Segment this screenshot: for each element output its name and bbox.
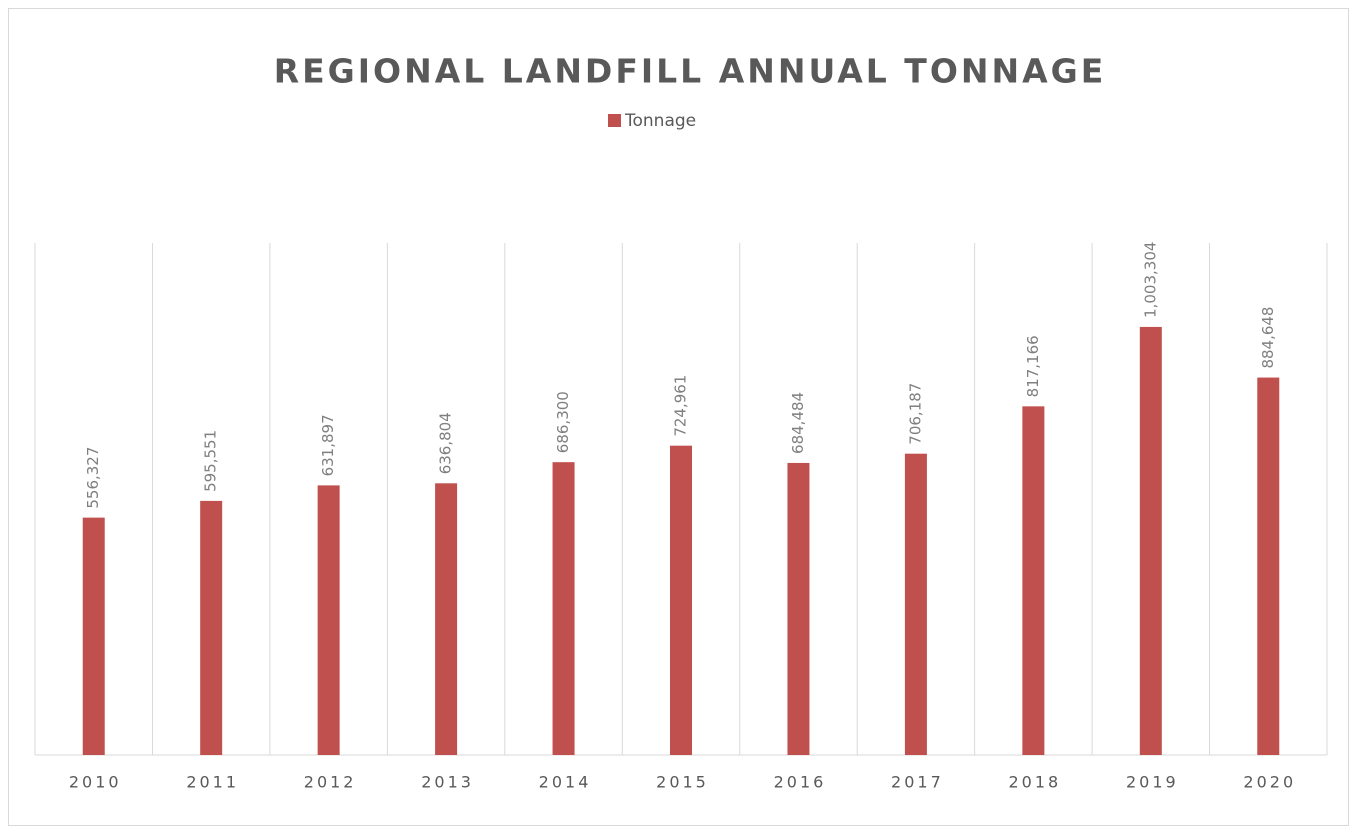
data-label: 684,484 xyxy=(789,392,807,454)
data-label: 1,003,304 xyxy=(1141,242,1159,318)
x-tick-label: 2019 xyxy=(1126,773,1179,792)
bar xyxy=(82,517,105,755)
bar xyxy=(1139,326,1162,755)
x-tick-label: 2017 xyxy=(891,773,944,792)
x-tick-label: 2012 xyxy=(304,773,357,792)
bar xyxy=(670,445,692,755)
bar xyxy=(904,453,927,755)
data-label: 686,300 xyxy=(554,391,572,453)
data-label: 556,327 xyxy=(84,447,102,509)
chart-title: REGIONAL LANDFILL ANNUAL TONNAGE xyxy=(274,52,1107,91)
x-tick-label: 2018 xyxy=(1009,773,1062,792)
x-tick-label: 2011 xyxy=(186,773,239,792)
bar xyxy=(1257,377,1280,755)
x-tick-label: 2016 xyxy=(774,773,827,792)
x-tick-label: 2010 xyxy=(69,773,122,792)
data-label: 706,187 xyxy=(906,383,924,445)
data-label: 636,804 xyxy=(437,412,455,474)
bar xyxy=(200,500,223,755)
legend-label: Tonnage xyxy=(624,111,696,131)
bar xyxy=(552,462,575,755)
bar xyxy=(1022,406,1045,755)
data-label: 631,897 xyxy=(319,414,337,476)
x-tick-label: 2013 xyxy=(421,773,474,792)
x-tick-label: 2020 xyxy=(1243,773,1296,792)
bar xyxy=(787,462,810,755)
bar xyxy=(317,485,340,755)
data-label: 817,166 xyxy=(1024,335,1042,397)
x-tick-label: 2015 xyxy=(656,773,709,792)
bar xyxy=(435,483,458,755)
data-label: 884,648 xyxy=(1259,307,1277,369)
data-label: 595,551 xyxy=(202,430,220,492)
data-label: 724,961 xyxy=(672,375,690,437)
x-tick-label: 2014 xyxy=(539,773,592,792)
legend-swatch xyxy=(608,114,621,127)
